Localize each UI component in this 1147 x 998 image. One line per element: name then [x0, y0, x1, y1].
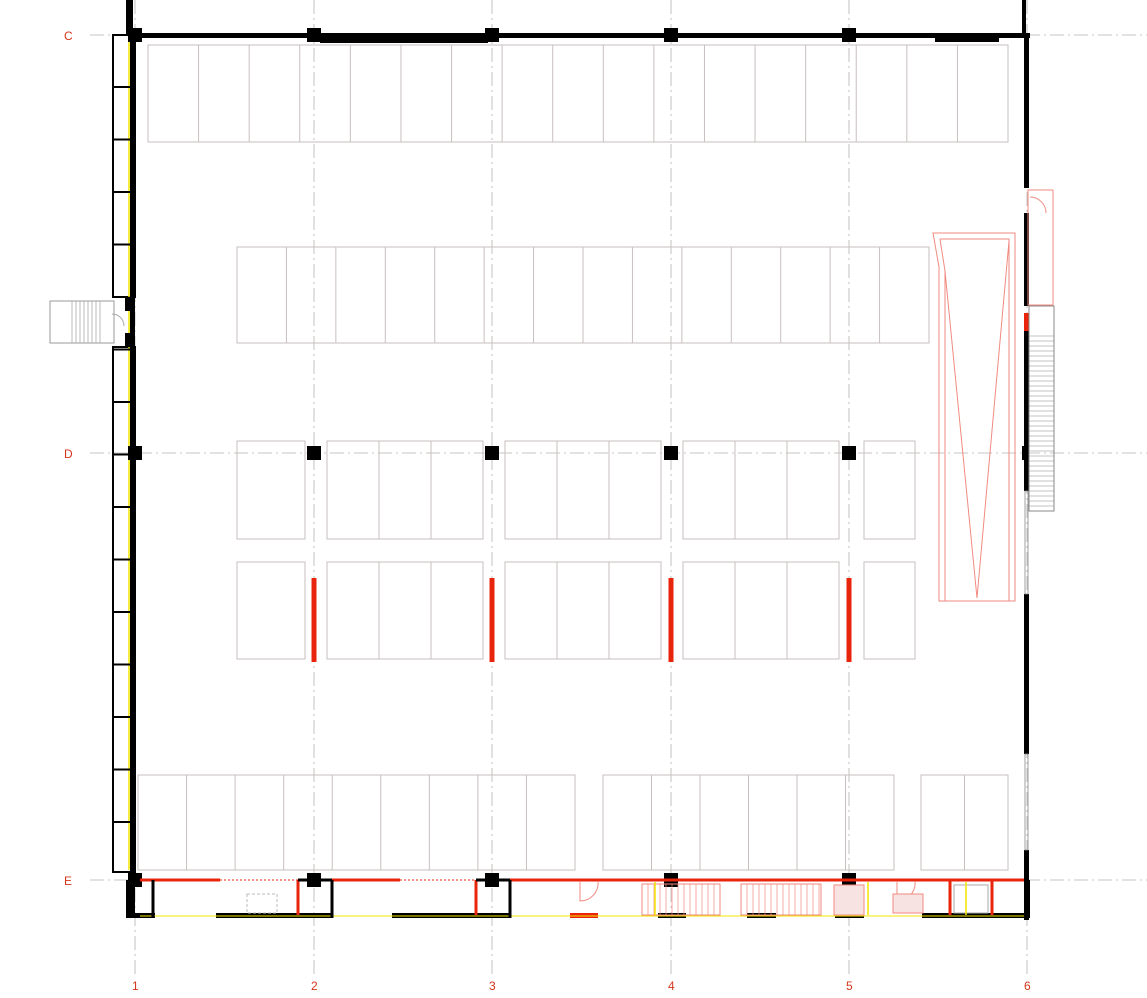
shelf-row-4-c: [504, 561, 662, 660]
lift-shaft: [833, 884, 865, 916]
right-wall-top: [1022, 0, 1026, 35]
structural-column: [128, 446, 142, 460]
walls: [112, 0, 1030, 920]
grid-label-row-d: D: [64, 447, 73, 461]
grid-lines: [90, 0, 1147, 975]
structural-column: [664, 446, 678, 460]
left-wall: [130, 35, 135, 915]
grid-label-col-4: 4: [668, 979, 675, 993]
top-wall-segment: [935, 35, 999, 42]
structural-column: [485, 446, 499, 460]
grid-label-col-5: 5: [846, 979, 853, 993]
shelf-row-3-e: [863, 440, 916, 540]
door-swing: [1029, 196, 1047, 214]
wall-pier: [125, 297, 135, 311]
top-wall-segment: [320, 37, 488, 43]
shelf-row-4-e: [863, 561, 916, 660]
red-partition: [668, 578, 674, 662]
ramp-inner: [939, 238, 1010, 601]
structural-column: [307, 446, 321, 460]
shelf-row-4-b: [326, 561, 484, 660]
right-wall: [1024, 38, 1029, 188]
shelf-row-4-d: [682, 561, 840, 660]
right-wall: [1024, 331, 1029, 491]
grid-label-row-e: E: [64, 874, 72, 888]
grid-label-col-3: 3: [489, 979, 496, 993]
structural-column: [842, 28, 856, 42]
right-window: [1024, 490, 1029, 595]
red-partition: [311, 578, 317, 662]
bottom-left-corner: [126, 880, 133, 918]
shelf-row-3-d: [682, 440, 840, 540]
toilet-fixture: [953, 884, 989, 914]
red-partition: [489, 578, 495, 662]
fixture: [892, 893, 924, 914]
door-swing: [579, 880, 599, 902]
right-wall: [1024, 213, 1029, 306]
structural-column: [485, 28, 499, 42]
shelf-row-3-a: [236, 440, 306, 540]
grid-label-col-6: 6: [1024, 979, 1031, 993]
grid-label-row-c: C: [64, 29, 73, 43]
structural-column: [1022, 446, 1029, 460]
structural-column: [128, 28, 142, 42]
ramp-outline: [932, 232, 1016, 602]
structural-column: [664, 28, 678, 42]
exterior-stair: [1028, 305, 1055, 512]
exterior-stair: [49, 300, 115, 344]
internal-stair: [641, 883, 721, 916]
grid-label-col-2: 2: [311, 979, 318, 993]
left-window: [112, 34, 136, 298]
structural-column: [307, 28, 321, 42]
grid-labels: C D E 1 2 3 4 5 6: [64, 29, 1031, 993]
top-wall: [128, 33, 1030, 38]
ramp-arrow: [944, 240, 1010, 599]
grid-label-col-1: 1: [132, 979, 139, 993]
right-window: [1024, 753, 1029, 851]
red-partition: [846, 578, 852, 662]
shelf-row-4-a: [236, 561, 306, 660]
right-wall: [1024, 594, 1029, 754]
left-wall-top: [126, 0, 133, 35]
shelf-row-1: [147, 44, 1009, 143]
shelf-row-3-c: [504, 440, 662, 540]
door-swing: [111, 313, 125, 327]
shelf-row-3-b: [326, 440, 484, 540]
structural-column: [842, 446, 856, 460]
exterior-landing: [1027, 189, 1054, 306]
internal-stair: [740, 883, 822, 916]
left-window: [112, 346, 136, 873]
bottom-right-corner: [1024, 880, 1030, 918]
right-wall-red: [1024, 313, 1029, 331]
wall-pier: [125, 333, 135, 347]
shelving-units: [137, 44, 1009, 871]
shelf-row-5-a: [137, 774, 576, 871]
equipment-outline: [246, 893, 278, 914]
plan-details: [49, 189, 1055, 916]
